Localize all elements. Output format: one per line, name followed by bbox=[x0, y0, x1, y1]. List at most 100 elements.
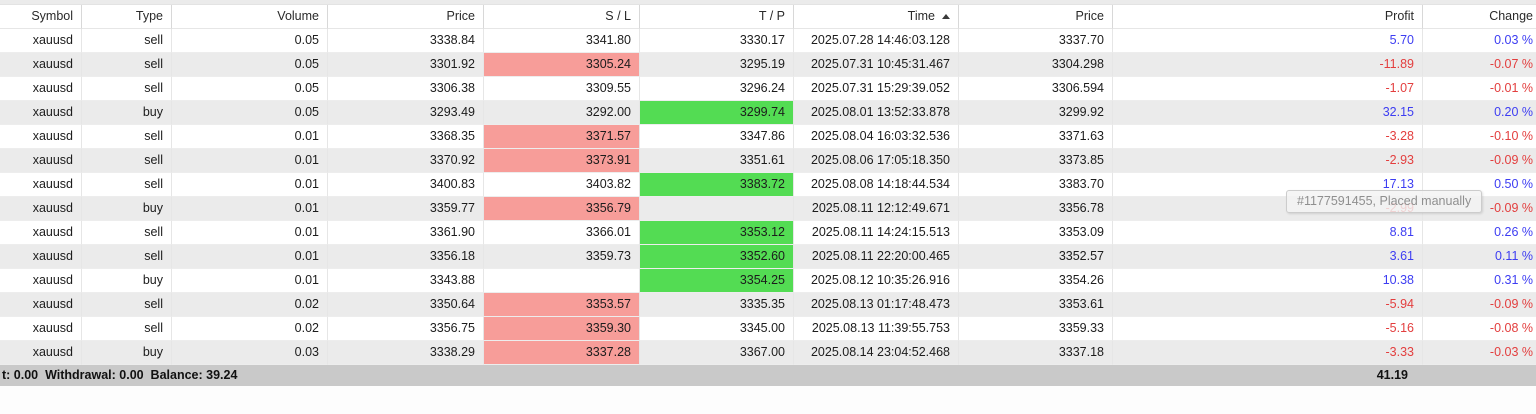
table-row[interactable]: xauusd sell 0.02 3356.75 3359.30 3345.00 2025.… bbox=[0, 317, 1536, 341]
cell-change: -0.09 % bbox=[1423, 149, 1536, 173]
table-row[interactable]: xauusd sell 0.01 3370.92 3373.91 3351.61 2025.… bbox=[0, 149, 1536, 173]
cell-price: 3343.88 bbox=[328, 269, 484, 293]
cell-sl: 3341.80 bbox=[484, 29, 640, 53]
cell-type: sell bbox=[82, 173, 172, 197]
cell-sl: 3403.82 bbox=[484, 173, 640, 197]
table-row[interactable]: xauusd buy 0.01 3343.88 3354.25 2025.08.12 10… bbox=[0, 269, 1536, 293]
table-row[interactable]: xauusd buy 0.03 3338.29 3337.28 3367.00 2025.0… bbox=[0, 341, 1536, 365]
cell-price2: 3353.09 bbox=[959, 221, 1113, 245]
cell-price: 3306.38 bbox=[328, 77, 484, 101]
cell-symbol: xauusd bbox=[0, 293, 82, 317]
cell-symbol: xauusd bbox=[0, 149, 82, 173]
cell-profit: -11.89 bbox=[1113, 53, 1423, 77]
column-header-type[interactable]: Type bbox=[82, 5, 172, 29]
cell-time: 2025.08.06 17:05:18.350 bbox=[794, 149, 959, 173]
cell-symbol: xauusd bbox=[0, 125, 82, 149]
cell-price2: 3354.26 bbox=[959, 269, 1113, 293]
cell-time: 2025.07.31 10:45:31.467 bbox=[794, 53, 959, 77]
table-row[interactable]: xauusd sell 0.05 3306.38 3309.55 3296.24 2025.… bbox=[0, 77, 1536, 101]
cell-sl: 3292.00 bbox=[484, 101, 640, 125]
cell-symbol: xauusd bbox=[0, 341, 82, 365]
bottom-empty-area bbox=[0, 386, 1536, 414]
column-header-profit[interactable]: Profit bbox=[1113, 5, 1423, 29]
cell-type: sell bbox=[82, 125, 172, 149]
table-row[interactable]: xauusd buy 0.05 3293.49 3292.00 3299.74 2025.0… bbox=[0, 101, 1536, 125]
cell-tp: 3353.12 bbox=[640, 221, 794, 245]
cell-price: 3361.90 bbox=[328, 221, 484, 245]
cell-symbol: xauusd bbox=[0, 173, 82, 197]
cell-price: 3359.77 bbox=[328, 197, 484, 221]
cell-time: 2025.08.01 13:52:33.878 bbox=[794, 101, 959, 125]
cell-volume: 0.01 bbox=[172, 149, 328, 173]
cell-price: 3338.84 bbox=[328, 29, 484, 53]
cell-price2: 3337.70 bbox=[959, 29, 1113, 53]
cell-time: 2025.08.14 23:04:52.468 bbox=[794, 341, 959, 365]
cell-change: -0.03 % bbox=[1423, 341, 1536, 365]
cell-symbol: xauusd bbox=[0, 29, 82, 53]
cell-volume: 0.01 bbox=[172, 125, 328, 149]
cell-time: 2025.07.28 14:46:03.128 bbox=[794, 29, 959, 53]
cell-sl: 3359.73 bbox=[484, 245, 640, 269]
cell-type: buy bbox=[82, 341, 172, 365]
cell-symbol: xauusd bbox=[0, 53, 82, 77]
cell-change: 0.11 % bbox=[1423, 245, 1536, 269]
cell-profit: 3.61 bbox=[1113, 245, 1423, 269]
cell-profit: -3.33 bbox=[1113, 341, 1423, 365]
cell-sl: 3356.79 bbox=[484, 197, 640, 221]
cell-symbol: xauusd bbox=[0, 245, 82, 269]
column-header-sl[interactable]: S / L bbox=[484, 5, 640, 29]
cell-time: 2025.08.13 11:39:55.753 bbox=[794, 317, 959, 341]
table-row[interactable]: xauusd sell 0.01 3361.90 3366.01 3353.12 2025.… bbox=[0, 221, 1536, 245]
cell-profit: 8.81 bbox=[1113, 221, 1423, 245]
cell-symbol: xauusd bbox=[0, 101, 82, 125]
cell-tp bbox=[640, 197, 794, 221]
cell-profit: -2.93 bbox=[1113, 149, 1423, 173]
cell-sl: 3373.91 bbox=[484, 149, 640, 173]
cell-volume: 0.01 bbox=[172, 197, 328, 221]
cell-type: sell bbox=[82, 29, 172, 53]
cell-sl: 3309.55 bbox=[484, 77, 640, 101]
cell-sl: 3337.28 bbox=[484, 341, 640, 365]
column-header-symbol[interactable]: Symbol bbox=[0, 5, 82, 29]
table-row[interactable]: xauusd sell 0.02 3350.64 3353.57 3335.35 2025.… bbox=[0, 293, 1536, 317]
column-header-time[interactable]: Time bbox=[794, 5, 959, 29]
column-header-price2[interactable]: Price bbox=[959, 5, 1113, 29]
cell-tp: 3345.00 bbox=[640, 317, 794, 341]
cell-time: 2025.08.11 14:24:15.513 bbox=[794, 221, 959, 245]
column-header-price[interactable]: Price bbox=[328, 5, 484, 29]
cell-change: 0.31 % bbox=[1423, 269, 1536, 293]
cell-time: 2025.08.11 12:12:49.671 bbox=[794, 197, 959, 221]
table-row[interactable]: xauusd sell 0.05 3338.84 3341.80 3330.17 2025.… bbox=[0, 29, 1536, 53]
column-header-change[interactable]: Change bbox=[1423, 5, 1536, 29]
cell-volume: 0.05 bbox=[172, 101, 328, 125]
table-row[interactable]: xauusd sell 0.01 3368.35 3371.57 3347.86 2025.… bbox=[0, 125, 1536, 149]
table-row[interactable]: xauusd sell 0.01 3356.18 3359.73 3352.60 2025.… bbox=[0, 245, 1536, 269]
cell-sl: 3305.24 bbox=[484, 53, 640, 77]
cell-price: 3293.49 bbox=[328, 101, 484, 125]
cell-tp: 3354.25 bbox=[640, 269, 794, 293]
cell-change: -0.07 % bbox=[1423, 53, 1536, 77]
column-header-tp[interactable]: T / P bbox=[640, 5, 794, 29]
cell-price: 3356.18 bbox=[328, 245, 484, 269]
cell-time: 2025.08.13 01:17:48.473 bbox=[794, 293, 959, 317]
total-profit-value: 41.19 bbox=[1376, 368, 1408, 382]
table-row[interactable]: xauusd sell 0.01 3400.83 3403.82 3383.72 2025.… bbox=[0, 173, 1536, 197]
cell-price2: 3352.57 bbox=[959, 245, 1113, 269]
cell-volume: 0.03 bbox=[172, 341, 328, 365]
history-table-body: xauusd sell 0.05 3338.84 3341.80 3330.17 2025.… bbox=[0, 29, 1536, 365]
cell-tp: 3299.74 bbox=[640, 101, 794, 125]
cell-change: 0.03 % bbox=[1423, 29, 1536, 53]
cell-change: -0.09 % bbox=[1423, 293, 1536, 317]
cell-volume: 0.02 bbox=[172, 317, 328, 341]
cell-type: sell bbox=[82, 77, 172, 101]
cell-type: buy bbox=[82, 269, 172, 293]
column-header-volume[interactable]: Volume bbox=[172, 5, 328, 29]
cell-time: 2025.08.12 10:35:26.916 bbox=[794, 269, 959, 293]
account-summary-bar: t: 0.00 Withdrawal: 0.00 Balance: 39.24 … bbox=[0, 365, 1536, 386]
cell-profit: 10.38 bbox=[1113, 269, 1423, 293]
cell-sl bbox=[484, 269, 640, 293]
cell-price: 3301.92 bbox=[328, 53, 484, 77]
table-row[interactable]: xauusd sell 0.05 3301.92 3305.24 3295.19 2025.… bbox=[0, 53, 1536, 77]
